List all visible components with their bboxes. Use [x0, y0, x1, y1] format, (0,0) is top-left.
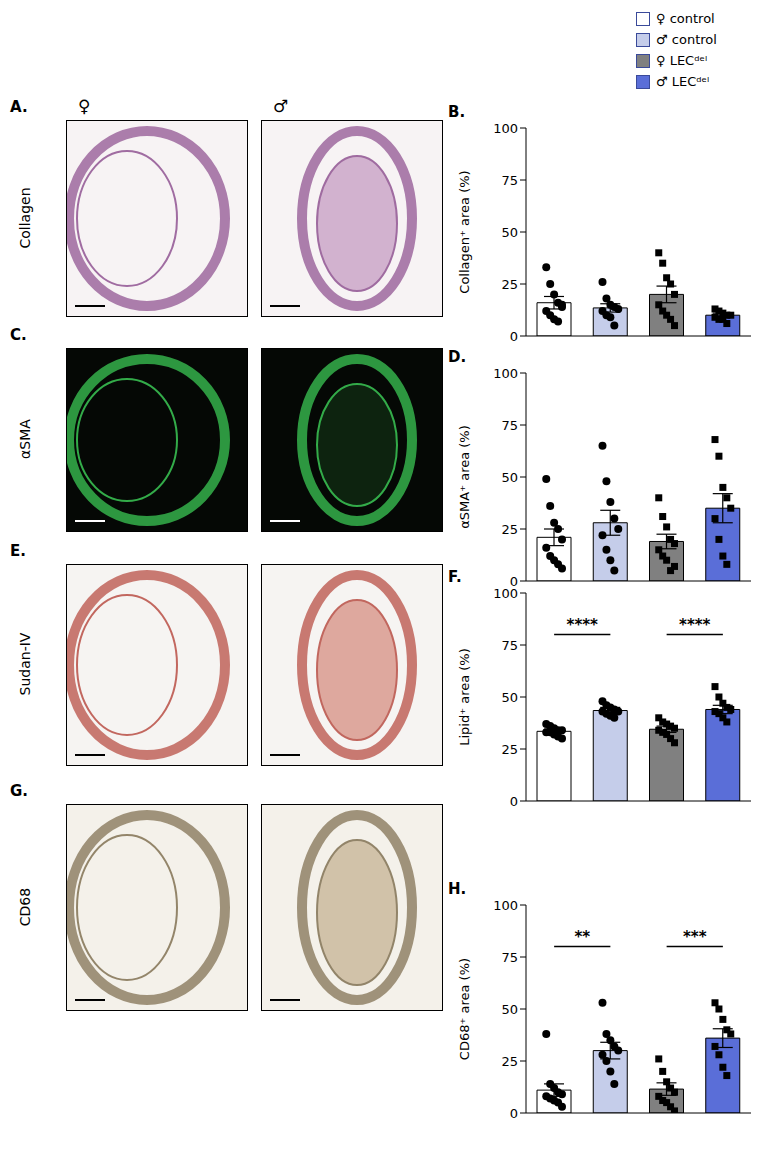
svg-text:****: ****: [679, 616, 711, 634]
html-text:αSMA: αSMA: [17, 419, 33, 459]
html-text:Sudan-IV: Sudan-IV: [17, 632, 33, 696]
svg-text:****: ****: [567, 616, 599, 634]
html-text:Collagen: Collagen: [17, 187, 33, 248]
html-text:G.: G.: [10, 782, 28, 800]
svg-text:25: 25: [501, 277, 518, 292]
svg-text:50: 50: [501, 225, 518, 240]
html-text:A.: A.: [10, 98, 28, 116]
svg-text:25: 25: [501, 1054, 518, 1069]
svg-text:0: 0: [510, 329, 518, 344]
svg-text:0: 0: [509, 573, 518, 589]
html-text:F.: F.: [448, 568, 462, 586]
svg-text:100: 100: [493, 366, 518, 381]
html-text:♂ control: ♂ control: [656, 32, 717, 47]
html-text:E.: E.: [10, 542, 26, 560]
svg-text:75: 75: [501, 173, 518, 188]
svg-text:***: ***: [683, 928, 707, 946]
svg-text:CD68⁺ area (%): CD68⁺ area (%): [457, 958, 472, 1060]
svg-text:75: 75: [501, 950, 518, 965]
svg-text:25: 25: [501, 522, 518, 537]
svg-text:50: 50: [501, 470, 518, 485]
svg-text:Collagen⁺ area (%): Collagen⁺ area (%): [457, 170, 472, 293]
html-text:C.: C.: [10, 326, 27, 344]
html-text:H.: H.: [448, 880, 467, 898]
html-text:B.: B.: [448, 103, 466, 121]
svg-text:αSMA⁺ area (%): αSMA⁺ area (%): [457, 425, 472, 529]
html-text:D.: D.: [448, 348, 467, 366]
svg-text:25: 25: [501, 742, 518, 757]
html-text:CD68: CD68: [17, 887, 33, 926]
svg-text:Lipid⁺ area (%): Lipid⁺ area (%): [457, 648, 472, 746]
svg-text:100: 100: [493, 898, 518, 913]
html-text:♀ control: ♀ control: [656, 11, 715, 26]
svg-text:0: 0: [510, 794, 518, 809]
svg-text:50: 50: [501, 1002, 518, 1017]
svg-text:75: 75: [501, 418, 518, 433]
svg-text:0: 0: [510, 1106, 518, 1121]
svg-text:75: 75: [501, 638, 518, 653]
svg-text:50: 50: [501, 690, 518, 705]
svg-text:100: 100: [493, 586, 518, 601]
html-text:♀ LECᵈᵉˡ: ♀ LECᵈᵉˡ: [656, 53, 707, 68]
html-text:♂ LECᵈᵉˡ: ♂ LECᵈᵉˡ: [656, 74, 710, 89]
svg-text:**: **: [574, 928, 590, 946]
svg-text:100: 100: [493, 121, 518, 136]
